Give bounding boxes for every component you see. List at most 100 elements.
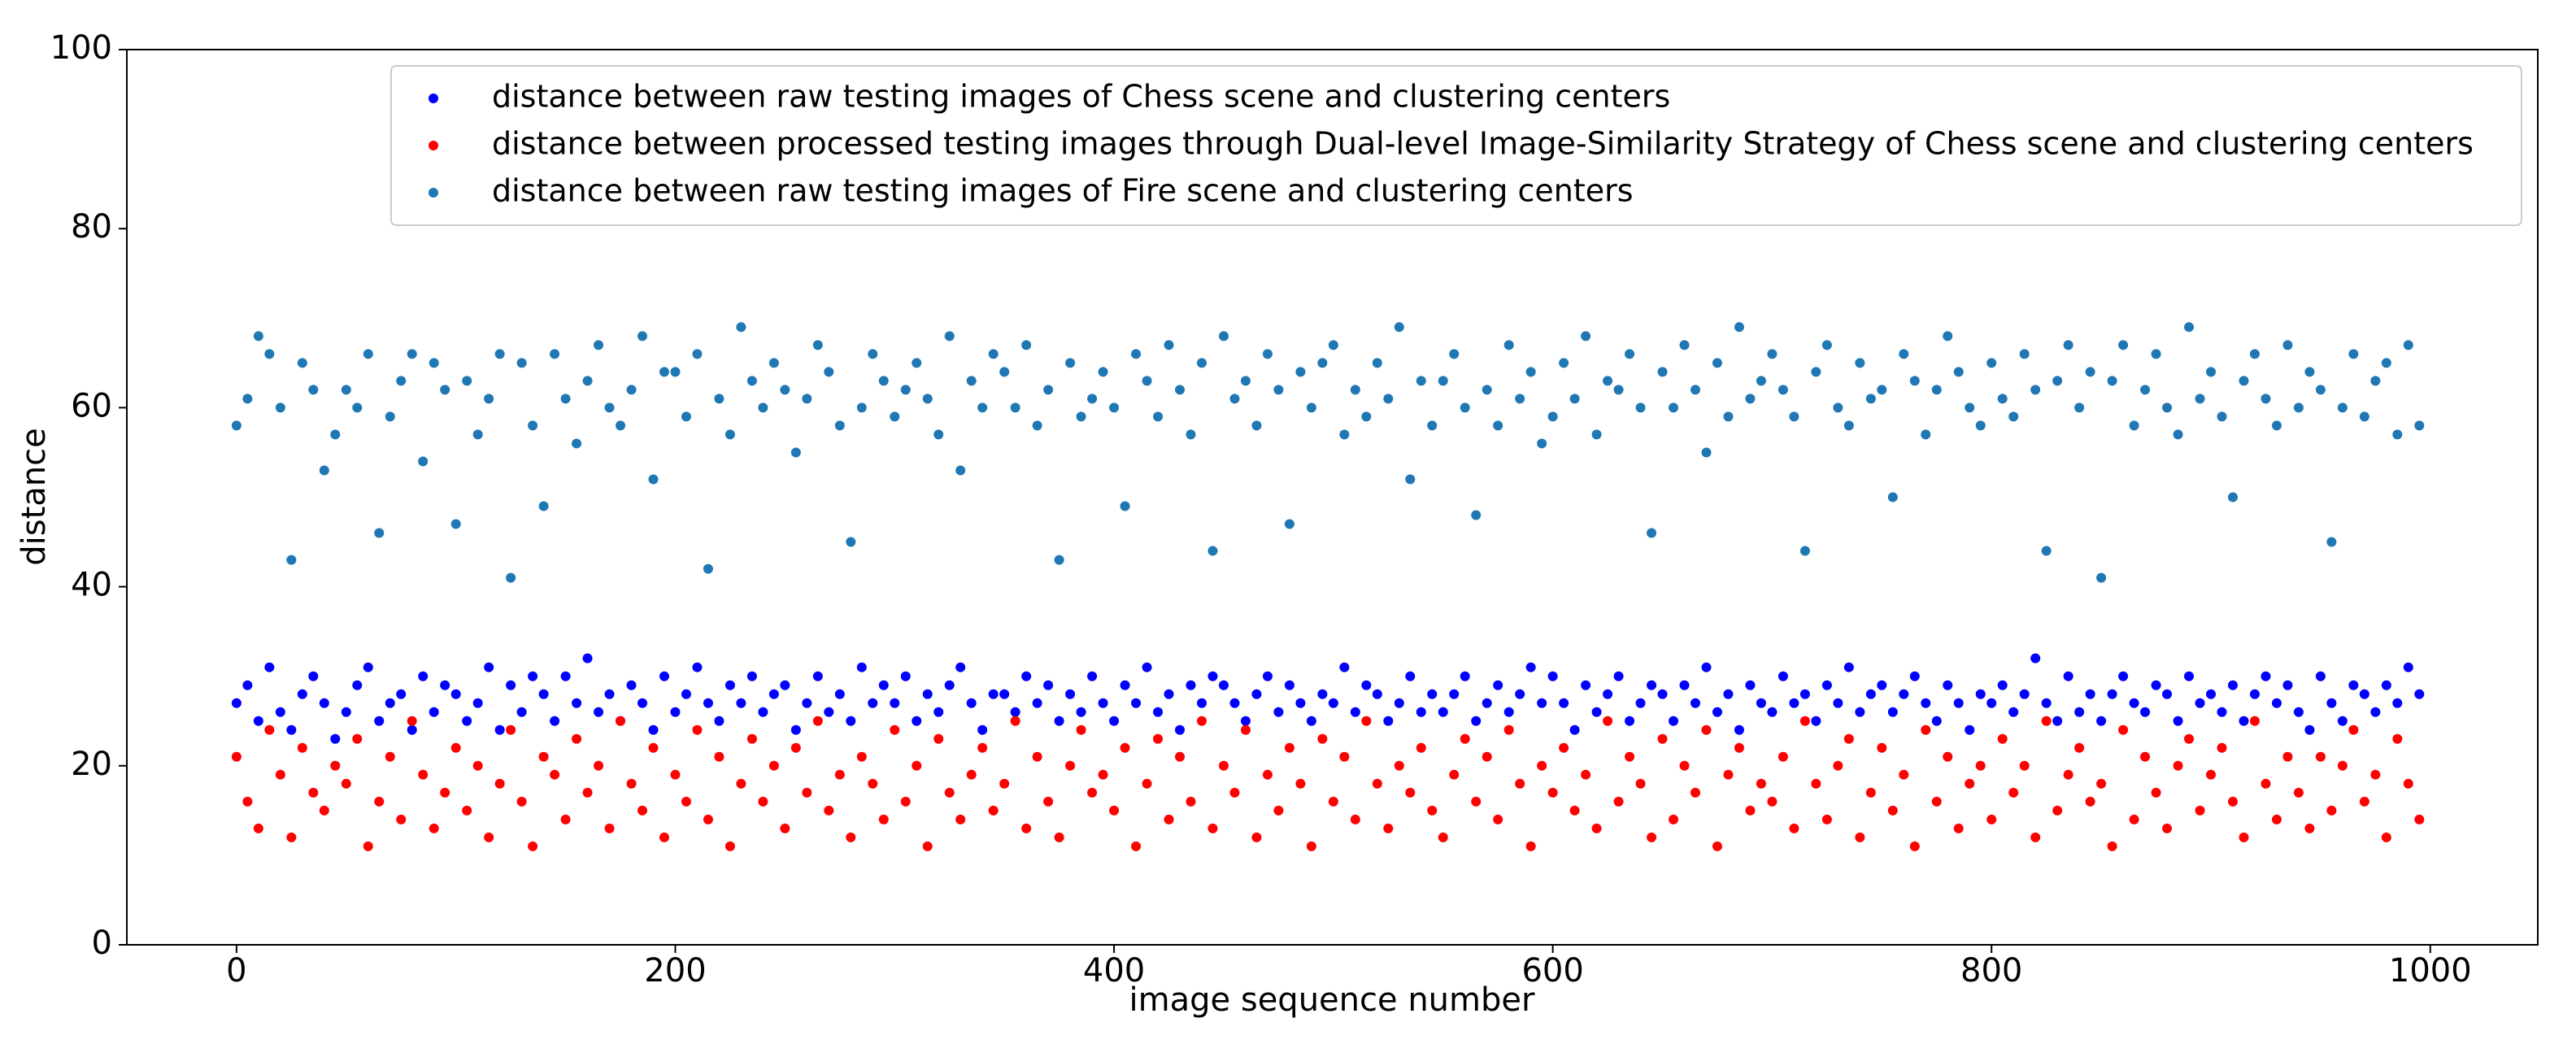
- point: [1065, 689, 1076, 699]
- point: [1745, 680, 1756, 690]
- point: [594, 760, 604, 771]
- point: [1581, 680, 1591, 690]
- point: [1843, 420, 1854, 431]
- point: [2315, 385, 2326, 395]
- point: [2304, 367, 2315, 377]
- point: [242, 796, 253, 807]
- point: [538, 501, 549, 511]
- point: [1503, 724, 1514, 735]
- point: [2173, 716, 2183, 726]
- point: [1723, 689, 1734, 699]
- point: [341, 778, 351, 789]
- legend-box: [390, 65, 2522, 226]
- point: [868, 778, 878, 789]
- point: [231, 751, 242, 762]
- point: [572, 438, 582, 449]
- point: [2217, 411, 2227, 422]
- point: [1581, 769, 1591, 780]
- point: [2370, 707, 2381, 717]
- point: [1833, 402, 1843, 413]
- point: [1361, 716, 1372, 726]
- point: [2348, 349, 2359, 359]
- point: [550, 349, 560, 359]
- point: [1251, 689, 1262, 699]
- point: [977, 742, 988, 753]
- point: [330, 733, 341, 744]
- point: [1262, 349, 1273, 359]
- point: [758, 707, 768, 717]
- point: [1416, 376, 1426, 386]
- point: [670, 707, 681, 717]
- point: [1515, 394, 1525, 404]
- point: [1559, 358, 1569, 368]
- point: [1032, 751, 1042, 762]
- point: [1065, 760, 1076, 771]
- point: [528, 841, 538, 851]
- point: [1087, 671, 1098, 681]
- point: [516, 358, 527, 368]
- point: [429, 707, 439, 717]
- point: [1603, 689, 1613, 699]
- x-tick-label: 1000: [2389, 952, 2472, 990]
- point: [2392, 698, 2403, 708]
- point: [2206, 367, 2217, 377]
- point: [1306, 402, 1316, 413]
- point: [1076, 411, 1086, 422]
- point: [1613, 385, 1624, 395]
- point: [1372, 689, 1382, 699]
- point: [560, 814, 571, 824]
- point: [572, 733, 582, 744]
- point: [1109, 805, 1120, 816]
- y-tick-label: 80: [71, 208, 112, 246]
- point: [1679, 340, 1690, 350]
- point: [1087, 787, 1098, 798]
- point: [637, 698, 648, 708]
- point: [1943, 331, 1953, 341]
- point: [374, 716, 385, 726]
- point: [1164, 814, 1174, 824]
- point: [616, 420, 626, 431]
- point: [1284, 680, 1295, 690]
- point: [1635, 402, 1646, 413]
- point: [385, 411, 395, 422]
- point: [429, 358, 439, 368]
- point: [1547, 671, 1558, 681]
- point: [253, 716, 263, 726]
- point: [1569, 805, 1580, 816]
- point: [2293, 402, 2304, 413]
- point: [1833, 698, 1843, 708]
- point: [396, 376, 407, 386]
- point: [1427, 689, 1438, 699]
- legend-marker: [429, 141, 438, 150]
- point: [2195, 698, 2205, 708]
- point: [1010, 716, 1020, 726]
- point: [1186, 796, 1196, 807]
- point: [1438, 832, 1448, 842]
- point: [484, 662, 494, 672]
- point: [1569, 724, 1580, 735]
- point: [352, 680, 363, 690]
- point: [944, 787, 955, 798]
- point: [494, 724, 505, 735]
- point: [2359, 796, 2369, 807]
- point: [1591, 823, 1602, 833]
- point: [1076, 707, 1086, 717]
- point: [637, 331, 648, 341]
- point: [681, 411, 691, 422]
- point: [1635, 778, 1646, 789]
- point: [681, 796, 691, 807]
- point: [1690, 385, 1701, 395]
- y-tick-label: 40: [71, 567, 112, 604]
- point: [890, 698, 900, 708]
- point: [955, 662, 966, 672]
- point: [1921, 698, 1931, 708]
- point: [429, 823, 439, 833]
- point: [1208, 823, 1218, 833]
- point: [1975, 760, 1986, 771]
- point: [1142, 778, 1152, 789]
- point: [878, 680, 889, 690]
- point: [1460, 671, 1470, 681]
- point: [1537, 698, 1547, 708]
- point: [1471, 510, 1482, 520]
